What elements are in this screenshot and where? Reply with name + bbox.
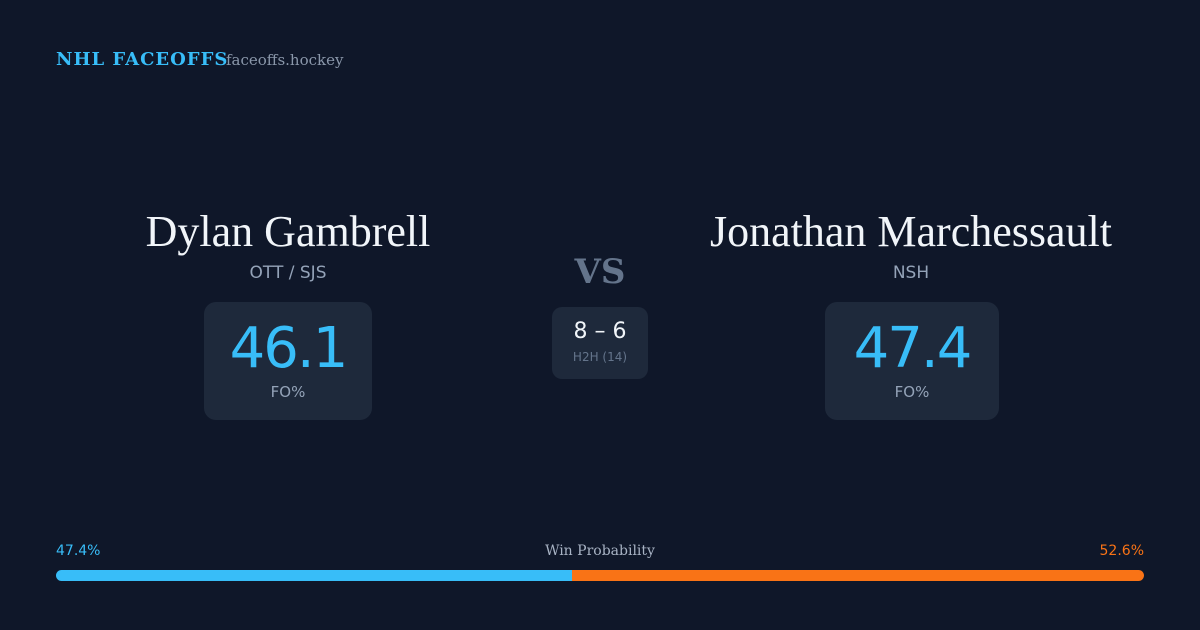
stat-label: FO% — [894, 383, 930, 401]
site: faceoffs.hockey — [226, 51, 344, 69]
h2h-box: 8 – 6 H2H (14) — [552, 307, 648, 379]
player-name: Jonathan Marchessault — [710, 207, 1112, 256]
player-name: Dylan Gambrell — [145, 207, 431, 256]
player-team: NSH — [892, 263, 930, 283]
probability-title: Win Probability — [545, 543, 655, 559]
h2h-label: H2H (14) — [572, 350, 628, 364]
right-probability-segment — [571, 570, 1144, 581]
stat-box: 46.1 FO% — [204, 302, 372, 420]
versus: VS — [574, 252, 626, 292]
h2h-score: 8 – 6 — [573, 319, 627, 344]
left-probability: 47.4% — [56, 543, 101, 559]
stat-box: 47.4 FO% — [825, 302, 999, 420]
stat-value: 46.1 — [229, 316, 349, 381]
brand: NHL FACEOFFS — [56, 49, 229, 70]
stat-value: 47.4 — [853, 316, 973, 381]
player-team: OTT / SJS — [249, 263, 327, 283]
left-probability-segment — [56, 570, 572, 581]
probability-bar — [56, 570, 1144, 581]
right-probability: 52.6% — [1099, 543, 1144, 559]
stat-label: FO% — [270, 383, 306, 401]
